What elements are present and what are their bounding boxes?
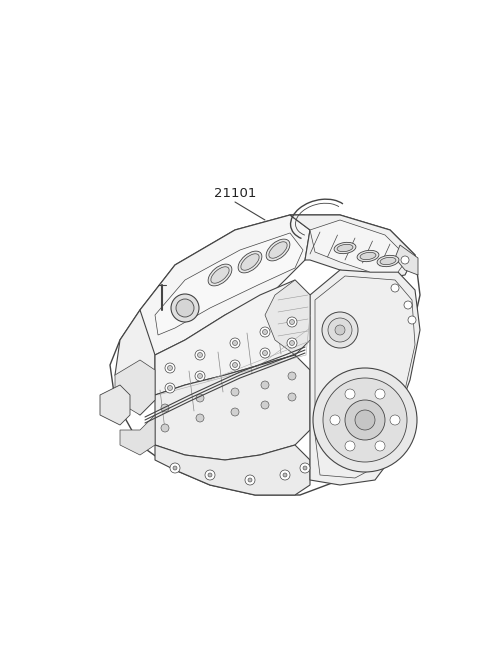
Circle shape <box>328 318 352 342</box>
Circle shape <box>391 284 399 292</box>
Circle shape <box>280 470 290 480</box>
Circle shape <box>248 478 252 482</box>
Circle shape <box>300 463 310 473</box>
Polygon shape <box>395 245 418 275</box>
Circle shape <box>196 414 204 422</box>
Ellipse shape <box>238 251 262 273</box>
Polygon shape <box>115 310 155 415</box>
Circle shape <box>288 393 296 401</box>
Circle shape <box>195 350 205 360</box>
Circle shape <box>313 368 417 472</box>
Polygon shape <box>115 360 155 415</box>
Polygon shape <box>155 445 310 495</box>
Circle shape <box>196 394 204 402</box>
Circle shape <box>261 401 269 409</box>
Ellipse shape <box>337 244 353 252</box>
Circle shape <box>323 378 407 462</box>
Circle shape <box>232 341 238 345</box>
Polygon shape <box>310 270 420 485</box>
Polygon shape <box>110 215 420 495</box>
Circle shape <box>195 371 205 381</box>
Circle shape <box>245 475 255 485</box>
Circle shape <box>260 327 270 337</box>
Ellipse shape <box>266 239 290 261</box>
Circle shape <box>171 294 199 322</box>
Polygon shape <box>140 215 310 355</box>
Polygon shape <box>100 385 130 425</box>
Circle shape <box>208 473 212 477</box>
Ellipse shape <box>208 264 232 286</box>
Polygon shape <box>265 280 310 355</box>
Polygon shape <box>155 280 310 395</box>
Circle shape <box>230 360 240 370</box>
Ellipse shape <box>377 255 399 267</box>
Circle shape <box>375 389 385 399</box>
Circle shape <box>168 365 172 371</box>
Circle shape <box>345 441 355 451</box>
Circle shape <box>404 301 412 309</box>
Circle shape <box>289 320 295 324</box>
Circle shape <box>287 317 297 327</box>
Circle shape <box>173 466 177 470</box>
Circle shape <box>401 256 409 264</box>
Circle shape <box>205 470 215 480</box>
Ellipse shape <box>241 253 259 271</box>
Circle shape <box>161 424 169 432</box>
Circle shape <box>355 410 375 430</box>
Ellipse shape <box>357 250 379 261</box>
Ellipse shape <box>269 242 287 258</box>
Circle shape <box>263 329 267 335</box>
Circle shape <box>231 388 239 396</box>
Ellipse shape <box>211 267 229 283</box>
Circle shape <box>170 463 180 473</box>
Polygon shape <box>155 355 310 460</box>
Circle shape <box>345 400 385 440</box>
Ellipse shape <box>380 257 396 265</box>
Circle shape <box>230 338 240 348</box>
Polygon shape <box>120 415 155 455</box>
Circle shape <box>283 473 287 477</box>
Circle shape <box>231 408 239 416</box>
Circle shape <box>176 299 194 317</box>
Circle shape <box>335 325 345 335</box>
Circle shape <box>197 352 203 358</box>
Circle shape <box>261 381 269 389</box>
Circle shape <box>289 341 295 345</box>
Circle shape <box>260 348 270 358</box>
Ellipse shape <box>334 242 356 253</box>
Circle shape <box>345 389 355 399</box>
Polygon shape <box>310 220 408 272</box>
Circle shape <box>408 316 416 324</box>
Circle shape <box>165 383 175 393</box>
Circle shape <box>197 373 203 379</box>
Circle shape <box>287 338 297 348</box>
Circle shape <box>330 415 340 425</box>
Polygon shape <box>155 233 303 335</box>
Circle shape <box>303 466 307 470</box>
Circle shape <box>375 441 385 451</box>
Circle shape <box>161 404 169 412</box>
Polygon shape <box>290 215 415 280</box>
Circle shape <box>232 362 238 367</box>
Circle shape <box>288 372 296 380</box>
Ellipse shape <box>360 252 376 259</box>
Circle shape <box>322 312 358 348</box>
Circle shape <box>390 415 400 425</box>
Circle shape <box>263 350 267 356</box>
Circle shape <box>168 386 172 390</box>
Text: 21101: 21101 <box>214 187 256 200</box>
Circle shape <box>165 363 175 373</box>
